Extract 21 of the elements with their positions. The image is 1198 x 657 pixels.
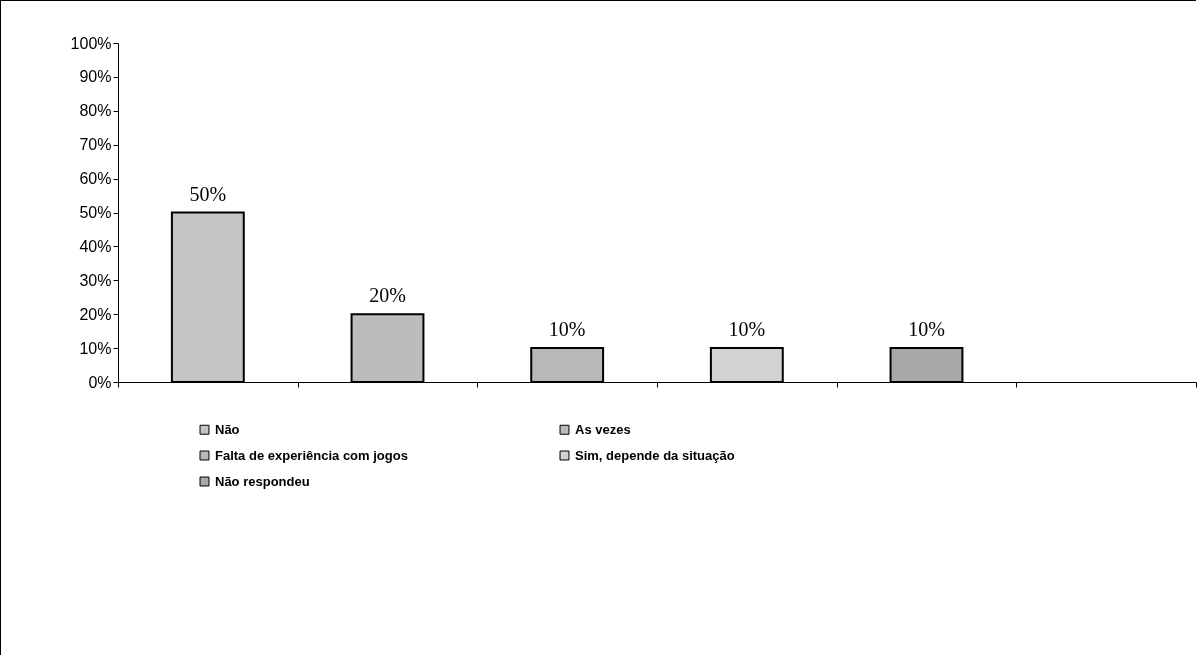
legend-label: Sim, depende da situação [575,447,735,463]
y-tick-label: 100% [70,34,112,52]
data-label: 10% [908,318,945,341]
y-tick-label: 60% [79,170,112,188]
data-label: 10% [548,318,586,341]
y-tick-label: 30% [79,271,112,289]
y-tick-label: 0% [88,373,112,391]
data-label: 10% [728,318,766,341]
y-tick-label: 70% [79,136,112,154]
legend-label: Falta de experiência com jogos [215,447,408,463]
legend-label: Não respondeu [215,473,310,489]
y-tick-label: 40% [79,237,112,255]
data-label: 50% [189,182,227,205]
y-tick-label: 50% [79,204,112,221]
legend-label: Não [215,421,240,437]
y-tick-label: 80% [79,102,112,120]
y-tick-label: 20% [79,305,112,323]
y-tick-label: 10% [79,339,112,357]
data-label: 20% [369,284,406,307]
legend-label: As vezes [575,421,631,437]
y-tick-label: 90% [79,68,112,86]
